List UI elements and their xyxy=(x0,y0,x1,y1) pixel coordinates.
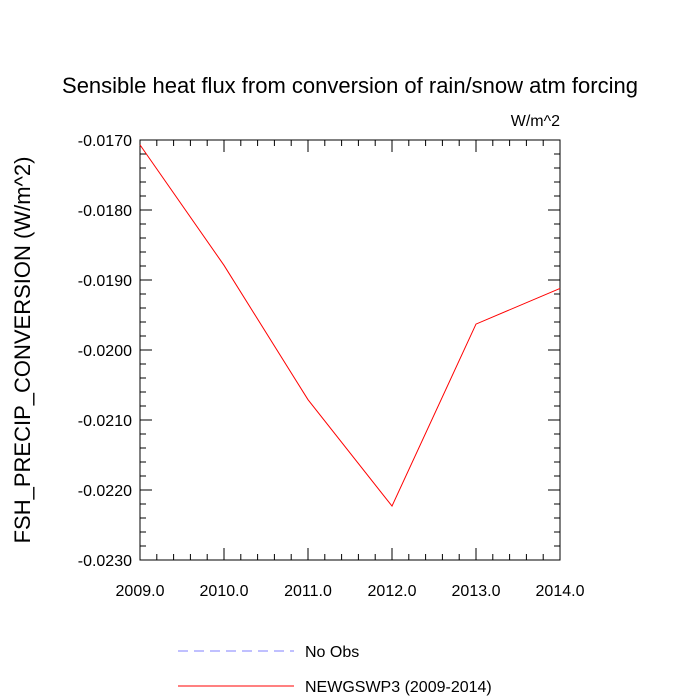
plot-frame xyxy=(139,139,561,561)
x-tick-label: 2013.0 xyxy=(452,583,501,600)
y-tick-label: -0.0180 xyxy=(78,203,132,220)
axis-ticks: 2009.0 2010.0 2011.0 2012.0 2013.0 2014.0 -0.0… xyxy=(78,133,585,600)
legend: No Obs NEWGSWP3 (2009-2014) xyxy=(178,644,492,696)
legend-label: No Obs xyxy=(305,644,359,661)
y-tick-label: -0.0200 xyxy=(78,343,132,360)
y-tick-label: -0.0210 xyxy=(78,413,132,430)
y-tick-label: -0.0220 xyxy=(78,483,132,500)
legend-label: NEWGSWP3 (2009-2014) xyxy=(305,679,492,696)
y-tick-label: -0.0230 xyxy=(78,553,132,570)
x-tick-label: 2010.0 xyxy=(200,583,249,600)
units-label: W/m^2 xyxy=(511,113,560,130)
x-tick-label: 2014.0 xyxy=(536,583,585,600)
y-axis-label: FSH_PRECIP_CONVERSION (W/m^2) xyxy=(10,157,35,544)
series-line xyxy=(139,144,561,508)
series-lines xyxy=(139,144,561,508)
y-tick-label: -0.0170 xyxy=(78,133,132,150)
y-tick-label: -0.0190 xyxy=(78,273,132,290)
x-tick-label: 2009.0 xyxy=(116,583,165,600)
chart-title: Sensible heat flux from conversion of ra… xyxy=(62,73,638,98)
x-tick-label: 2011.0 xyxy=(284,583,332,600)
x-tick-label: 2012.0 xyxy=(368,583,417,600)
